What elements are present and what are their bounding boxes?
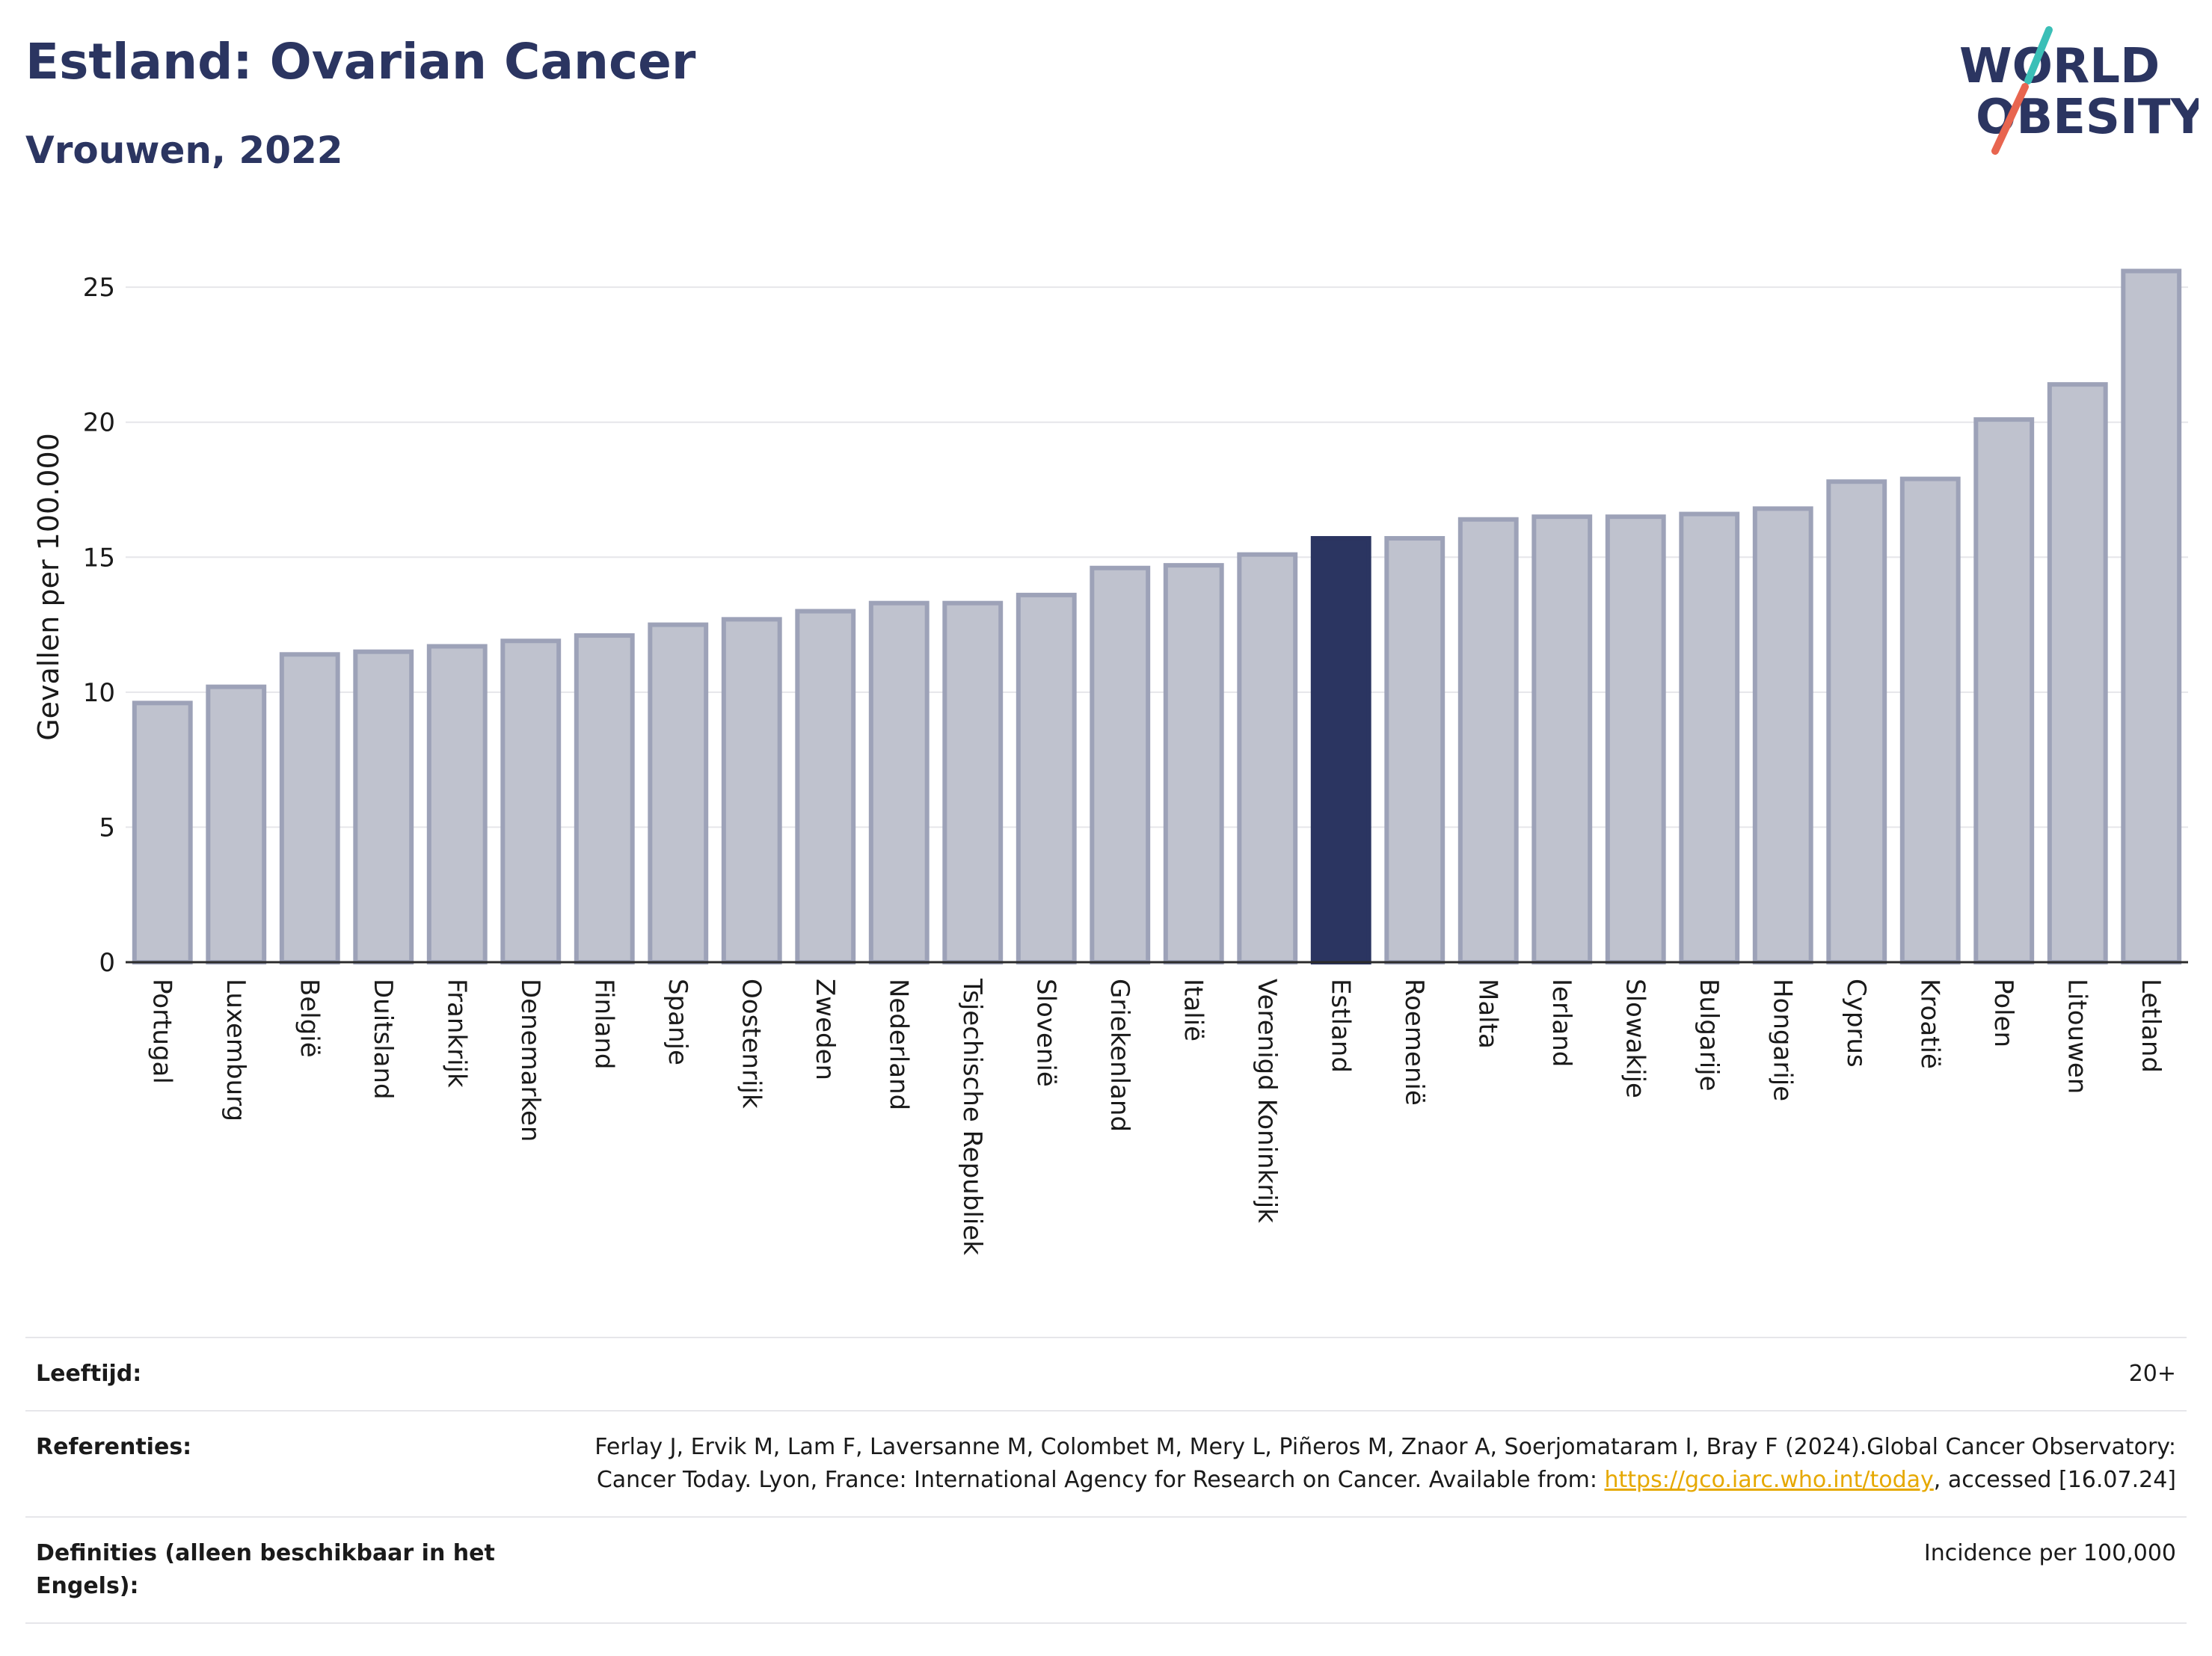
bar (1016, 592, 1077, 964)
x-tick-label: Cyprus (1841, 979, 1871, 1068)
x-tick-label: Ierland (1546, 979, 1576, 1067)
x-tick-label: Duitsland (368, 979, 398, 1100)
x-tick-label: Verenigd Koninkrijk (1252, 979, 1282, 1223)
bar (1752, 506, 1813, 964)
logo-slash-red (1991, 83, 2029, 155)
bar (1531, 514, 1593, 964)
x-tick-label: Slovenië (1030, 979, 1060, 1087)
x-tick-label: Letland (2136, 979, 2166, 1073)
x-tick-label: Slowakije (1620, 979, 1650, 1098)
y-tick-label: 20 (83, 408, 115, 438)
x-tick-label: Denemarken (515, 979, 545, 1142)
info-row-definitions: Definities (alleen beschikbaar in het En… (25, 1516, 2187, 1624)
y-tick-label: 5 (99, 813, 115, 843)
x-tick-label: Polen (1988, 979, 2018, 1047)
y-tick-label: 0 (99, 948, 115, 978)
x-tick-label: Tsjechische Republiek (957, 978, 987, 1255)
bar (1237, 552, 1298, 964)
y-tick-label: 25 (83, 273, 115, 303)
y-axis-title: Gevallen per 100.000 (32, 433, 65, 741)
world-obesity-logo-mark: WORLD OBESITY (1959, 26, 2205, 155)
bars (132, 268, 2182, 965)
bar (868, 600, 930, 964)
x-tick-label: Portugal (147, 979, 176, 1084)
bar (574, 633, 635, 965)
bar (795, 609, 856, 965)
x-tick-label: Hongarije (1767, 979, 1797, 1101)
x-tick-label: Roemenië (1399, 979, 1429, 1106)
bar (648, 622, 709, 964)
x-tick-label: Italië (1178, 979, 1208, 1041)
bar (1457, 517, 1519, 964)
references-accessed: , accessed [16.07.24] (1933, 1467, 2176, 1493)
bar (1605, 514, 1666, 964)
bar (2121, 268, 2182, 964)
references-value: Ferlay J, Ervik M, Lam F, Laversanne M, … (568, 1431, 2176, 1497)
y-tick-labels: 0 5 10 15 20 25 (83, 273, 115, 978)
bar (1973, 417, 2035, 964)
bar (721, 617, 782, 964)
bar (1384, 536, 1446, 964)
x-tick-label: Nederland (883, 979, 913, 1110)
page-subtitle: Vrouwen, 2022 (25, 129, 343, 172)
bar (132, 701, 193, 965)
x-tick-label: Malta (1472, 979, 1502, 1049)
info-row-age: Leeftijd: 20+ (25, 1337, 2187, 1410)
logo-slash-teal (2024, 26, 2053, 84)
x-tick-label: Zweden (810, 979, 840, 1080)
bar (500, 638, 562, 964)
x-tick-label: Spanje (663, 979, 692, 1065)
x-tick-label: Litouwen (2062, 979, 2092, 1094)
page-title: Estland: Ovarian Cancer (25, 33, 696, 90)
bar (1163, 563, 1224, 964)
references-label: Referenties: (36, 1434, 192, 1460)
bar (1679, 511, 1740, 964)
x-tick-label: Kroatië (1914, 979, 1944, 1069)
bar (2047, 382, 2108, 964)
bar (279, 652, 340, 964)
y-tick-label: 10 (83, 678, 115, 708)
definitions-label: Definities (alleen beschikbaar in het En… (36, 1540, 495, 1599)
bar (353, 649, 414, 964)
bar (426, 644, 488, 964)
bar (1899, 476, 1961, 964)
bar (942, 600, 1004, 964)
bar (206, 684, 267, 964)
info-row-references: Referenties: Ferlay J, Ervik M, Lam F, L… (25, 1410, 2187, 1516)
definitions-value: Incidence per 100,000 (1923, 1540, 2176, 1566)
x-tick-labels: Portugal Luxemburg België Duitsland Frankrij… (147, 978, 2166, 1255)
bar (1826, 479, 1887, 964)
x-tick-label: België (294, 979, 324, 1058)
references-text: Ferlay J, Ervik M, Lam F, Laversanne M, … (595, 1434, 2176, 1493)
references-link[interactable]: https://gco.iarc.who.int/today (1604, 1467, 1934, 1493)
x-tick-label: Griekenland (1105, 979, 1134, 1132)
world-obesity-logo: WORLD OBESITY (1944, 15, 2205, 164)
x-tick-label: Bulgarije (1694, 979, 1724, 1092)
bar-chart: 0 5 10 15 20 25 Portugal Luxemburg België Duitsl… (32, 268, 2188, 1255)
info-table: Leeftijd: 20+ Referenties: Ferlay J, Erv… (25, 1337, 2187, 1624)
y-tick-label: 15 (83, 543, 115, 573)
bar (1090, 565, 1151, 964)
x-tick-label: Luxemburg (221, 979, 251, 1121)
x-tick-label: Estland (1325, 979, 1355, 1073)
bar-highlighted (1310, 536, 1371, 964)
age-value: 20+ (2128, 1361, 2176, 1387)
logo-line-1: WORLD (1959, 39, 2160, 94)
x-tick-label: Finland (589, 979, 618, 1070)
age-label: Leeftijd: (36, 1361, 142, 1387)
x-tick-label: Frankrijk (441, 979, 471, 1088)
x-tick-label: Oostenrijk (736, 979, 766, 1109)
